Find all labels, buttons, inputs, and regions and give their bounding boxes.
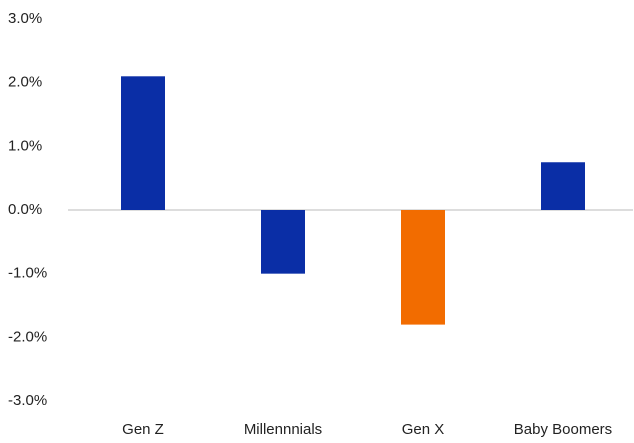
x-tick-label: Gen Z (122, 421, 164, 438)
x-tick-label: Baby Boomers (514, 421, 612, 438)
y-tick-label: -2.0% (8, 328, 47, 345)
y-tick-label: -1.0% (8, 265, 47, 282)
bar (541, 162, 585, 210)
bar (121, 76, 165, 210)
y-tick-label: 0.0% (8, 201, 42, 218)
y-tick-label: 1.0% (8, 137, 42, 154)
x-tick-label: Millennnials (244, 421, 322, 438)
y-tick-label: 3.0% (8, 10, 42, 27)
bar (401, 210, 445, 325)
y-tick-label: 2.0% (8, 74, 42, 91)
y-tick-label: -3.0% (8, 392, 47, 409)
bar (261, 210, 305, 274)
x-tick-label: Gen X (402, 421, 445, 438)
